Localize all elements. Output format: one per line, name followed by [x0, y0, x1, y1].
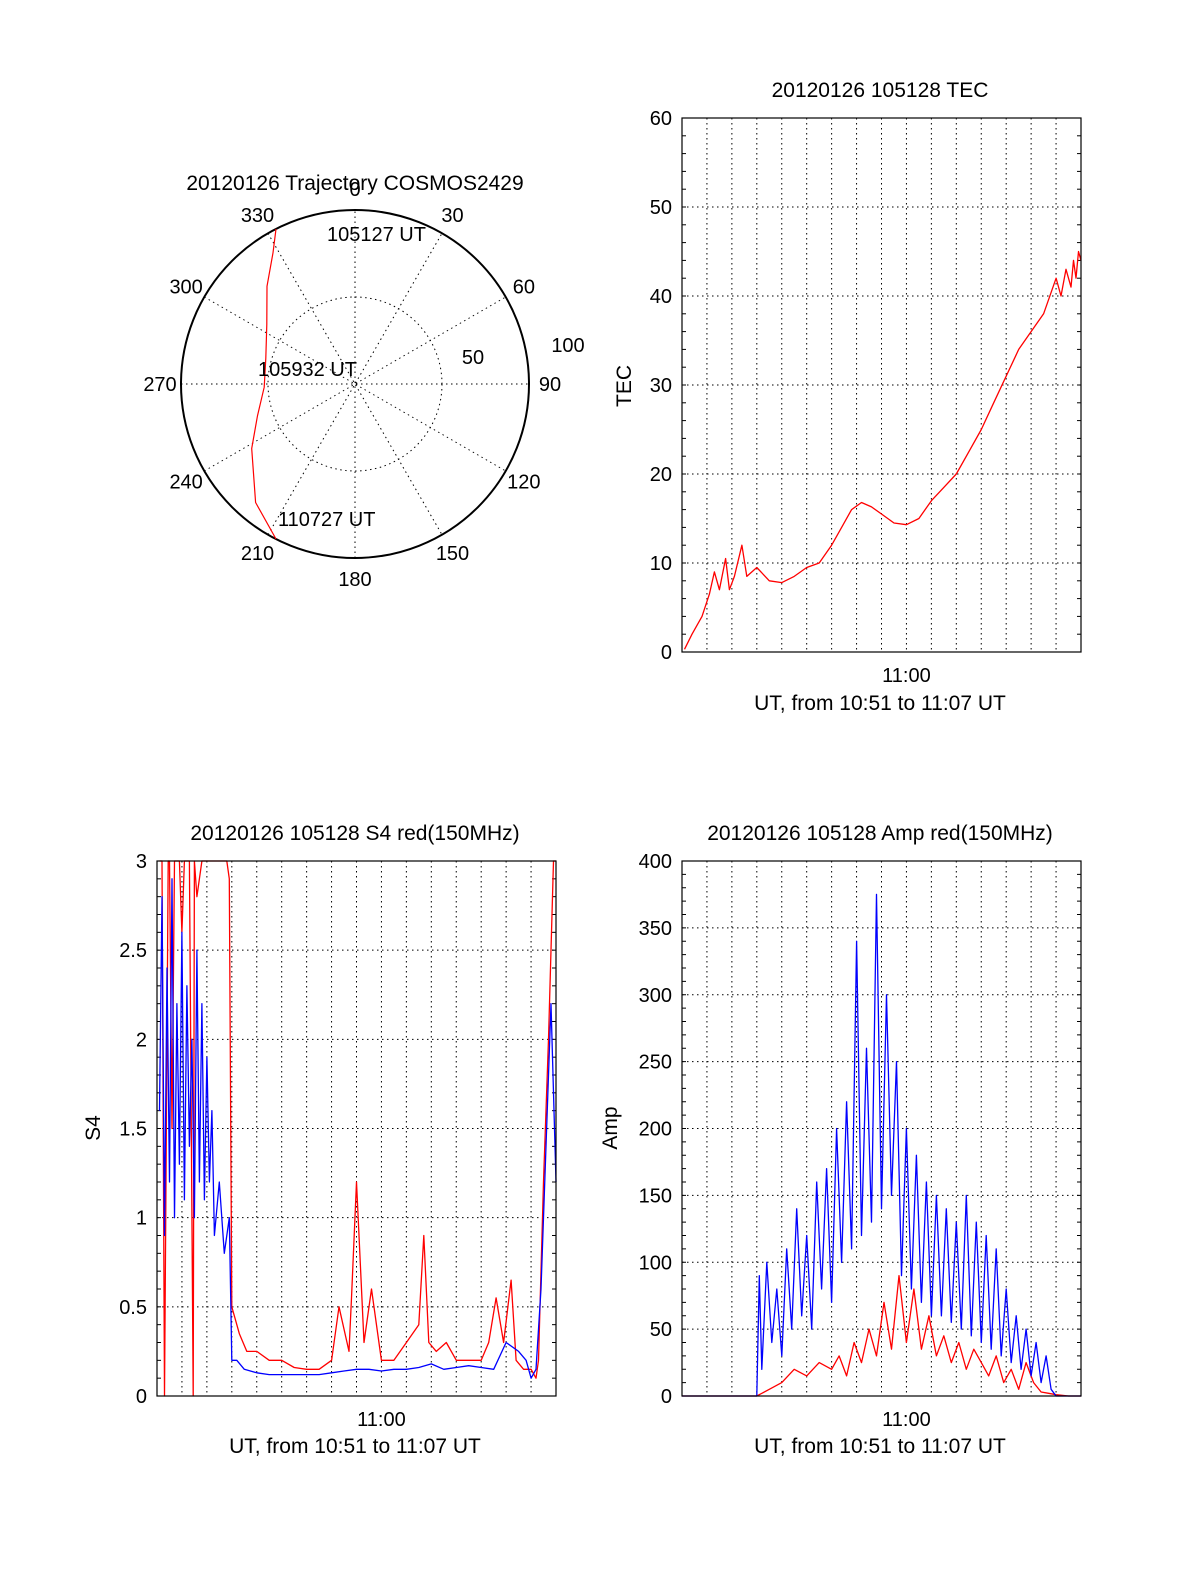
- polar-spokes: [181, 210, 529, 558]
- polar-spoke: [204, 296, 506, 472]
- s4-xtick-label: 11:00: [357, 1409, 406, 1431]
- amp-ytick-label: 200: [639, 1119, 672, 1141]
- tec-ytick-label: 40: [650, 286, 672, 308]
- tec-ytick-label: 30: [650, 375, 672, 397]
- amp-ytick-label: 50: [650, 1319, 672, 1341]
- polar-radial-label-100: 100: [551, 335, 584, 357]
- polar-azimuth-label: 270: [143, 374, 176, 396]
- tec-ytick-label: 60: [650, 108, 672, 130]
- s4-series-blue: [158, 878, 557, 1379]
- s4-ytick-label: 3: [136, 851, 147, 873]
- polar-azimuth-labels: 0 30 60 90 120 150 180 210 240 270 300 330: [143, 179, 561, 591]
- polar-azimuth-label: 180: [338, 569, 371, 591]
- polar-azimuth-label: 150: [436, 543, 469, 565]
- polar-trajectory-line: [251, 228, 277, 540]
- s4-xlabel: UT, from 10:51 to 11:07 UT: [229, 1435, 481, 1458]
- tec-ytick-label: 20: [650, 464, 672, 486]
- amp-plot-frame: [681, 860, 1082, 1397]
- amp-xtick-label: 11:00: [882, 1409, 931, 1431]
- polar-title: 20120126 Trajectory COSMOS2429: [186, 172, 523, 195]
- polar-end-label: 110727 UT: [278, 509, 375, 531]
- amp-title: 20120126 105128 Amp red(150MHz): [707, 822, 1053, 845]
- polar-mid-label: 105932 UT: [258, 359, 357, 381]
- polar-azimuth-label: 60: [513, 277, 535, 299]
- polar-spoke: [267, 233, 443, 535]
- tec-ytick-label: 0: [661, 642, 672, 664]
- amp-ytick-label: 0: [661, 1386, 672, 1408]
- tec-series-red: [683, 250, 1082, 650]
- s4-title: 20120126 105128 S4 red(150MHz): [190, 822, 519, 845]
- amp-series-blue: [682, 893, 1081, 1397]
- s4-ytick-label: 2.5: [119, 940, 147, 962]
- s4-plot-frame: [156, 860, 557, 1397]
- s4-ylabel: S4: [82, 1115, 105, 1141]
- tec-xlabel: UT, from 10:51 to 11:07 UT: [754, 692, 1006, 715]
- polar-chart: 20120126 Trajectory COSMOS2429 0 30 60 90 12…: [143, 172, 584, 591]
- polar-azimuth-label: 210: [241, 543, 274, 565]
- amp-ytick-label: 350: [639, 918, 672, 940]
- polar-azimuth-label: 30: [441, 205, 463, 227]
- s4-ytick-label: 2: [136, 1029, 147, 1051]
- s4-ytick-label: 1: [136, 1208, 147, 1230]
- s4-ytick-label: 1.5: [119, 1119, 147, 1141]
- amp-ytick-label: 100: [639, 1252, 672, 1274]
- polar-azimuth-label: 90: [539, 374, 561, 396]
- amp-ylabel: Amp: [599, 1106, 622, 1149]
- amp-ytick-label: 300: [639, 985, 672, 1007]
- polar-azimuth-label: 300: [169, 277, 202, 299]
- amp-xlabel: UT, from 10:51 to 11:07 UT: [754, 1435, 1006, 1458]
- tec-ytick-label: 50: [650, 197, 672, 219]
- amp-ytick-label: 150: [639, 1185, 672, 1207]
- tec-ytick-label: 10: [650, 553, 672, 575]
- s4-ytick-label: 0: [136, 1386, 147, 1408]
- polar-azimuth-label: 330: [241, 205, 274, 227]
- polar-spoke: [204, 296, 506, 472]
- polar-azimuth-label: 120: [507, 472, 540, 494]
- tec-xtick-label: 11:00: [882, 665, 931, 687]
- polar-radial-label-50: 50: [462, 347, 484, 369]
- polar-spoke: [267, 233, 443, 535]
- tec-chart: 20120126 105128 TEC UT, from 10:51 to 11…: [613, 79, 1082, 715]
- s4-chart: 20120126 105128 S4 red(150MHz) UT, from …: [82, 822, 557, 1458]
- tec-title: 20120126 105128 TEC: [772, 79, 989, 102]
- polar-azimuth-label: 0: [349, 179, 360, 201]
- polar-azimuth-label: 240: [169, 472, 202, 494]
- amp-series-red: [682, 1274, 1081, 1397]
- amp-ytick-label: 400: [639, 851, 672, 873]
- s4-ytick-label: 0.5: [119, 1297, 147, 1319]
- amp-chart: 20120126 105128 Amp red(150MHz) UT, from…: [599, 822, 1082, 1458]
- amp-ytick-label: 250: [639, 1052, 672, 1074]
- polar-inner-circle: [267, 296, 443, 472]
- polar-start-label: 105127 UT: [327, 224, 426, 246]
- tec-ylabel: TEC: [613, 365, 636, 407]
- tec-plot-frame: [681, 117, 1082, 653]
